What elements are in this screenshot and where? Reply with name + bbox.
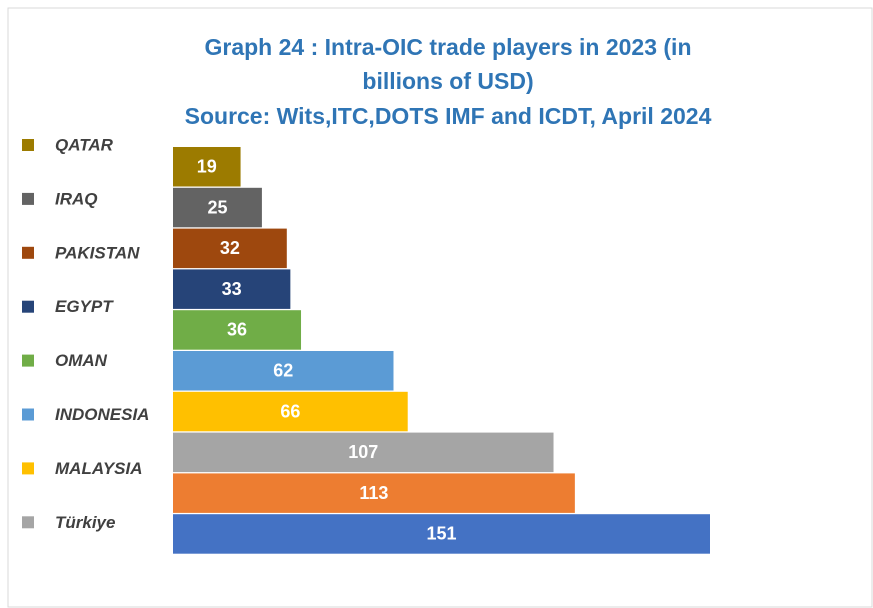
data-label: 107 [348, 442, 378, 462]
bar [173, 391, 408, 432]
legend-swatch [22, 516, 34, 529]
chart-title: Graph 24 : Intra-OIC trade players in 20… [204, 34, 692, 94]
bar [173, 187, 262, 228]
legend-label: QATAR [55, 135, 114, 154]
bar [173, 432, 554, 473]
data-label: 19 [197, 157, 217, 177]
data-label: 66 [280, 401, 300, 421]
data-label: 62 [273, 361, 293, 381]
chart-frame [7, 7, 873, 608]
data-label: 33 [222, 279, 242, 299]
data-label: 151 [426, 524, 456, 544]
legend-label: IRAQ [55, 189, 98, 208]
legend-label: OMAN [55, 351, 108, 370]
legend-label: INDONESIA [55, 405, 149, 424]
legend-label: PAKISTAN [55, 243, 140, 262]
legend-swatch [22, 462, 34, 475]
data-label: 32 [220, 238, 240, 258]
legend-swatch [22, 354, 34, 367]
legend-swatch [22, 192, 34, 205]
legend-swatch [22, 408, 34, 421]
bar [173, 147, 241, 187]
data-label: 36 [227, 320, 247, 340]
legend-swatch [22, 246, 34, 259]
chart-subtitle: Source: Wits,ITC,DOTS IMF and ICDT, Apri… [185, 103, 712, 129]
legend-label: MALAYSIA [55, 459, 143, 478]
bar [173, 228, 287, 269]
legend-label: EGYPT [55, 297, 114, 316]
legend-swatch [22, 139, 34, 151]
legend-swatch [22, 300, 34, 313]
data-label: 113 [359, 483, 388, 503]
bar [173, 351, 394, 391]
bar [173, 269, 291, 309]
bar [173, 473, 575, 513]
bar [173, 514, 710, 554]
legend-label: Türkiye [55, 513, 115, 532]
data-label: 25 [207, 197, 227, 217]
bar [173, 310, 302, 350]
